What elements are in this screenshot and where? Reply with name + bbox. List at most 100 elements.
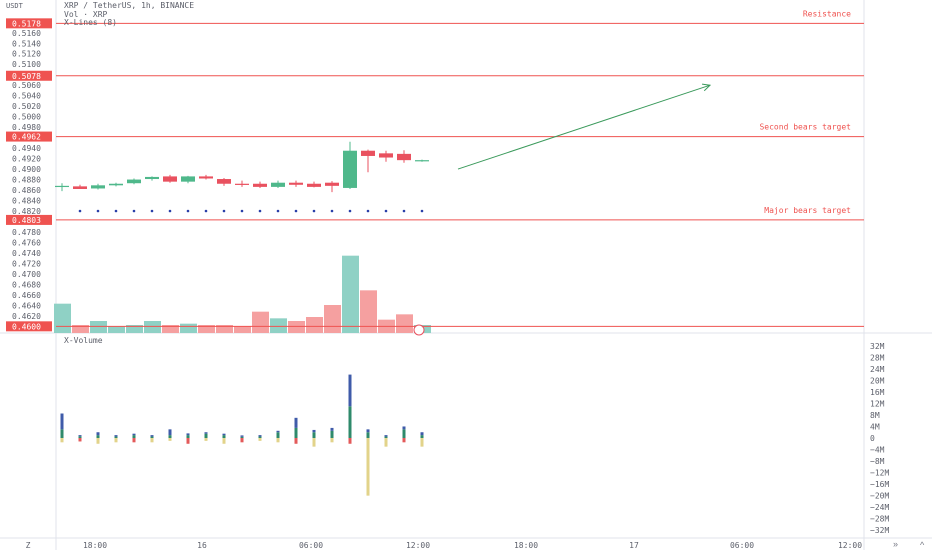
indicator-legend[interactable]: X-Lines (8) [64, 18, 117, 27]
marker-dots [78, 209, 424, 213]
x-volume-mid [402, 429, 406, 438]
x-volume-sell [96, 438, 100, 444]
marker-dot [150, 209, 154, 213]
projection-arrow[interactable] [457, 83, 712, 170]
horizontal-levels[interactable]: 0.5178 Resistance 0.5078 0.4962 Second bears… [6, 9, 864, 332]
level-price-label: 0.4962 [12, 133, 41, 142]
candle-body [289, 182, 303, 185]
candle-body [73, 186, 87, 189]
time-tick-label: Z [26, 541, 31, 550]
x-volume-sell [132, 438, 136, 443]
price-tick-label: 0.4840 [12, 197, 41, 206]
x-volume-buy [96, 432, 100, 436]
time-tick-label: 12:00 [406, 541, 430, 550]
level-price-badge [6, 131, 52, 142]
x-volume-tick-label: −16M [870, 480, 889, 489]
x-volume-buy [384, 435, 388, 437]
price-tick-label: 0.4980 [12, 123, 41, 132]
time-tick-label: 16 [197, 541, 207, 550]
price-tick-label: 0.4900 [12, 165, 41, 174]
x-volume-sell [258, 438, 262, 441]
x-volume-mid [150, 436, 154, 438]
price-tick-label: 0.4760 [12, 238, 41, 247]
price-tick-label: 0.4860 [12, 186, 41, 195]
x-volume-mid [186, 435, 190, 438]
x-volume-buy [366, 429, 370, 433]
candle-body [415, 160, 429, 162]
x-volume-tick-label: −32M [870, 526, 889, 535]
scroll-right-button[interactable]: » [893, 539, 899, 549]
candle-body [91, 185, 105, 189]
x-volume-tick-label: 12M [870, 399, 885, 408]
x-volume-mid [96, 435, 100, 438]
x-volume-buy [186, 433, 190, 436]
projection-line[interactable] [457, 84, 711, 170]
x-volume-buy [78, 435, 82, 437]
x-volume-buy [168, 429, 172, 436]
x-volume-sell [366, 438, 370, 496]
x-volume-mid [222, 435, 226, 438]
candle-body [55, 185, 69, 188]
price-tick-label: 0.4700 [12, 270, 41, 279]
candle-body [199, 176, 213, 179]
x-volume-tick-label: 16M [870, 388, 885, 397]
x-volume-mid [132, 435, 136, 438]
x-volume-tick-label: −4M [870, 446, 885, 455]
x-volume-title: X-Volume [64, 336, 103, 345]
x-volume-buy [150, 435, 154, 437]
volume-bar [216, 325, 233, 333]
marker-dot [312, 209, 316, 213]
volume-bar [270, 318, 287, 333]
x-volume-mid [330, 430, 334, 438]
x-volume-tick-label: 24M [870, 365, 885, 374]
x-volume-tick-label: 28M [870, 353, 885, 362]
volume-bar [54, 303, 71, 333]
price-tick-label: 0.4880 [12, 176, 41, 185]
candle-body [307, 183, 321, 187]
x-volume-sell [114, 438, 118, 443]
time-tick-label: 18:00 [83, 541, 107, 550]
level-price-label: 0.5078 [12, 72, 41, 81]
x-volume-buy [60, 413, 64, 430]
price-tick-label: 0.5160 [12, 29, 41, 38]
marker-dot [222, 209, 226, 213]
price-tick-label: 0.5000 [12, 113, 41, 122]
candle-body [325, 182, 339, 186]
volume-legend[interactable]: Vol · XRP [64, 10, 108, 19]
volume-overlay [54, 255, 431, 333]
marker-dot [402, 209, 406, 213]
candle-body [343, 150, 357, 188]
x-volume-mid [384, 436, 388, 438]
time-axis[interactable]: Z 18:00 16 06:00 12:00 18:00 17 06:00 12:00 [26, 541, 863, 550]
volume-bar [396, 314, 413, 333]
time-tick-label: 12:00 [838, 541, 862, 550]
x-volume-tick-label: −24M [870, 503, 889, 512]
level-price-badge [6, 18, 52, 29]
projection-arrowhead [702, 83, 712, 92]
x-volume-sell [78, 438, 82, 442]
x-volume-sell [294, 438, 298, 444]
marker-dot [78, 209, 82, 213]
symbol-title[interactable]: XRP / TetherUS, 1h, BINANCE [64, 1, 195, 10]
scroll-up-button[interactable]: ^ [920, 540, 925, 550]
alert-marker [413, 324, 425, 336]
price-tick-label: 0.5060 [12, 81, 41, 90]
x-volume-axis: 32M 28M 24M 20M 16M 12M 8M 4M 0 −4M −8M −12M −16M −20… [870, 342, 889, 535]
x-volume-sell [384, 438, 388, 447]
candle-body [379, 153, 393, 158]
x-volume-mid [276, 432, 280, 438]
marker-dot [114, 209, 118, 213]
marker-dot [366, 209, 370, 213]
x-volume-sell [402, 438, 406, 443]
price-axis[interactable]: 0.51600.51400.51200.51000.50600.50400.50… [12, 29, 41, 321]
volume-bar [360, 290, 377, 333]
marker-dot [258, 209, 262, 213]
x-volume-mid [312, 432, 316, 438]
candle-body [271, 182, 285, 187]
time-tick-label: 17 [629, 541, 639, 550]
level-price-badge [6, 321, 52, 332]
x-volume-mid [60, 429, 64, 438]
x-volume-buy [330, 427, 334, 431]
x-volume-mid [168, 435, 172, 438]
